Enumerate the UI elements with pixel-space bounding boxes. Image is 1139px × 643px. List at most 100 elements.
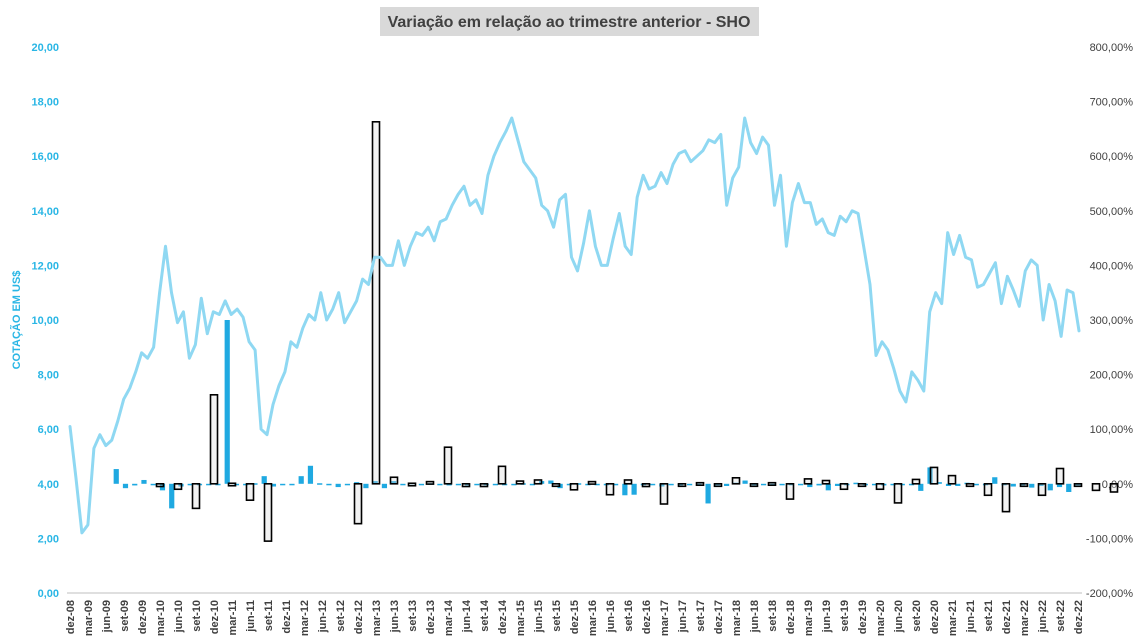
- quarterly-change-bar: [623, 479, 633, 485]
- change-bar: [511, 483, 517, 486]
- y-right-tick-label: 800,00%: [1090, 42, 1134, 54]
- quarterly-change-bar: [461, 482, 471, 488]
- quarterly-change-bar: [1037, 482, 1047, 497]
- change-bars: [113, 121, 1119, 542]
- quarterly-change-bar: [407, 482, 417, 487]
- change-bar: [141, 479, 147, 484]
- change-bar: [280, 483, 286, 486]
- y-right-tick-label: 200,00%: [1090, 370, 1134, 382]
- change-bar: [816, 483, 822, 486]
- change-bar: [354, 482, 360, 484]
- change-bar: [474, 483, 480, 486]
- change-bar: [760, 483, 767, 486]
- change-bar: [233, 483, 240, 486]
- quarterly-change-bar: [569, 482, 579, 491]
- change-bar: [252, 483, 258, 485]
- change-bar: [548, 480, 554, 484]
- x-tick-label: set-21: [983, 600, 995, 632]
- change-bar: [871, 483, 878, 486]
- quarterly-change-bar: [227, 482, 237, 487]
- change-bar: [113, 469, 119, 484]
- x-tick-label: jun-22: [1037, 600, 1049, 633]
- quarterly-change-bar: [821, 479, 831, 485]
- change-bar: [742, 480, 748, 484]
- change-bar: [206, 483, 212, 486]
- x-tick-label: dez-12: [353, 600, 365, 634]
- change-bar: [576, 483, 582, 485]
- change-bar: [391, 481, 397, 484]
- x-tick-label: set-17: [695, 600, 707, 632]
- x-tick-label: jun-16: [605, 600, 617, 633]
- change-bar: [797, 483, 804, 486]
- x-tick-label: jun-20: [893, 600, 905, 633]
- change-bar: [132, 483, 138, 486]
- x-tick-label: set-15: [551, 600, 563, 632]
- quarterly-change-bar: [1001, 482, 1011, 513]
- quarterly-change-bar: [155, 482, 165, 488]
- change-bar: [825, 483, 831, 491]
- quarterly-change-bar: [353, 482, 363, 525]
- change-bar: [1066, 483, 1072, 492]
- change-bar: [779, 483, 785, 486]
- quarterly-change-bar: [713, 482, 723, 488]
- x-tick-label: mar-11: [227, 600, 239, 635]
- x-tick-label: dez-19: [857, 600, 869, 634]
- x-tick-label: mar-13: [371, 600, 383, 636]
- quarterly-change-bar: [191, 482, 201, 510]
- quarterly-change-bar: [695, 481, 705, 487]
- change-bar: [613, 483, 619, 486]
- change-bar: [372, 481, 378, 484]
- y-left-tick-label: 4,00: [38, 479, 59, 491]
- x-tick-label: set-11: [263, 600, 275, 631]
- quarterly-change-bar: [605, 482, 615, 496]
- y-left-tick-label: 18,00: [31, 97, 59, 109]
- quarterly-change-bar: [965, 482, 975, 488]
- change-bar: [659, 483, 665, 487]
- change-bar: [834, 483, 841, 486]
- x-tick-label: jun-21: [965, 600, 977, 633]
- y-axis-right: -200,00%-100,00%0,00%100,00%200,00%300,0…: [1086, 42, 1133, 600]
- x-tick-label: mar-12: [299, 600, 311, 636]
- x-tick-label: jun-11: [245, 600, 257, 633]
- x-tick-label: dez-22: [1073, 600, 1085, 634]
- x-tick-label: set-22: [1055, 600, 1067, 632]
- y-right-tick-label: 400,00%: [1090, 260, 1134, 272]
- change-bar: [224, 320, 230, 484]
- quarterly-change-bar: [389, 476, 399, 485]
- quarterly-change-bar: [173, 482, 183, 491]
- x-tick-label: set-20: [911, 600, 923, 632]
- y-right-tick-label: -200,00%: [1086, 588, 1133, 600]
- change-bar: [650, 483, 656, 486]
- x-tick-label: jun-13: [389, 600, 401, 633]
- x-tick-label: jun-17: [677, 600, 689, 633]
- x-tick-label: dez-16: [641, 600, 653, 634]
- x-tick-label: dez-14: [497, 599, 509, 634]
- x-tick-label: set-14: [479, 599, 491, 632]
- x-tick-label: set-12: [335, 600, 347, 632]
- change-bar: [668, 483, 674, 486]
- y-left-tick-label: 10,00: [31, 315, 59, 327]
- change-bar: [918, 483, 924, 491]
- x-tick-label: jun-15: [533, 600, 545, 633]
- y-left-tick-label: 12,00: [31, 260, 59, 272]
- x-tick-label: mar-19: [803, 600, 815, 636]
- change-bar: [1038, 483, 1044, 486]
- change-bar: [566, 483, 572, 486]
- x-tick-label: mar-22: [1019, 600, 1031, 636]
- quarterly-change-bar: [425, 480, 435, 485]
- y-left-tick-label: 0,00: [38, 588, 59, 600]
- change-bar: [270, 483, 277, 487]
- quarterly-change-bar: [263, 482, 273, 542]
- change-bar: [465, 483, 471, 486]
- quarterly-change-bar: [983, 482, 993, 497]
- x-tick-label: dez-21: [1001, 600, 1013, 634]
- x-tick-label: jun-19: [821, 600, 833, 633]
- change-bar: [317, 483, 323, 485]
- y-left-tick-label: 6,00: [38, 424, 59, 436]
- change-bar: [261, 476, 267, 484]
- quarterly-change-bar: [533, 479, 543, 485]
- y-right-tick-label: 600,00%: [1090, 151, 1134, 163]
- change-bar: [1056, 483, 1063, 488]
- change-bar: [307, 465, 314, 484]
